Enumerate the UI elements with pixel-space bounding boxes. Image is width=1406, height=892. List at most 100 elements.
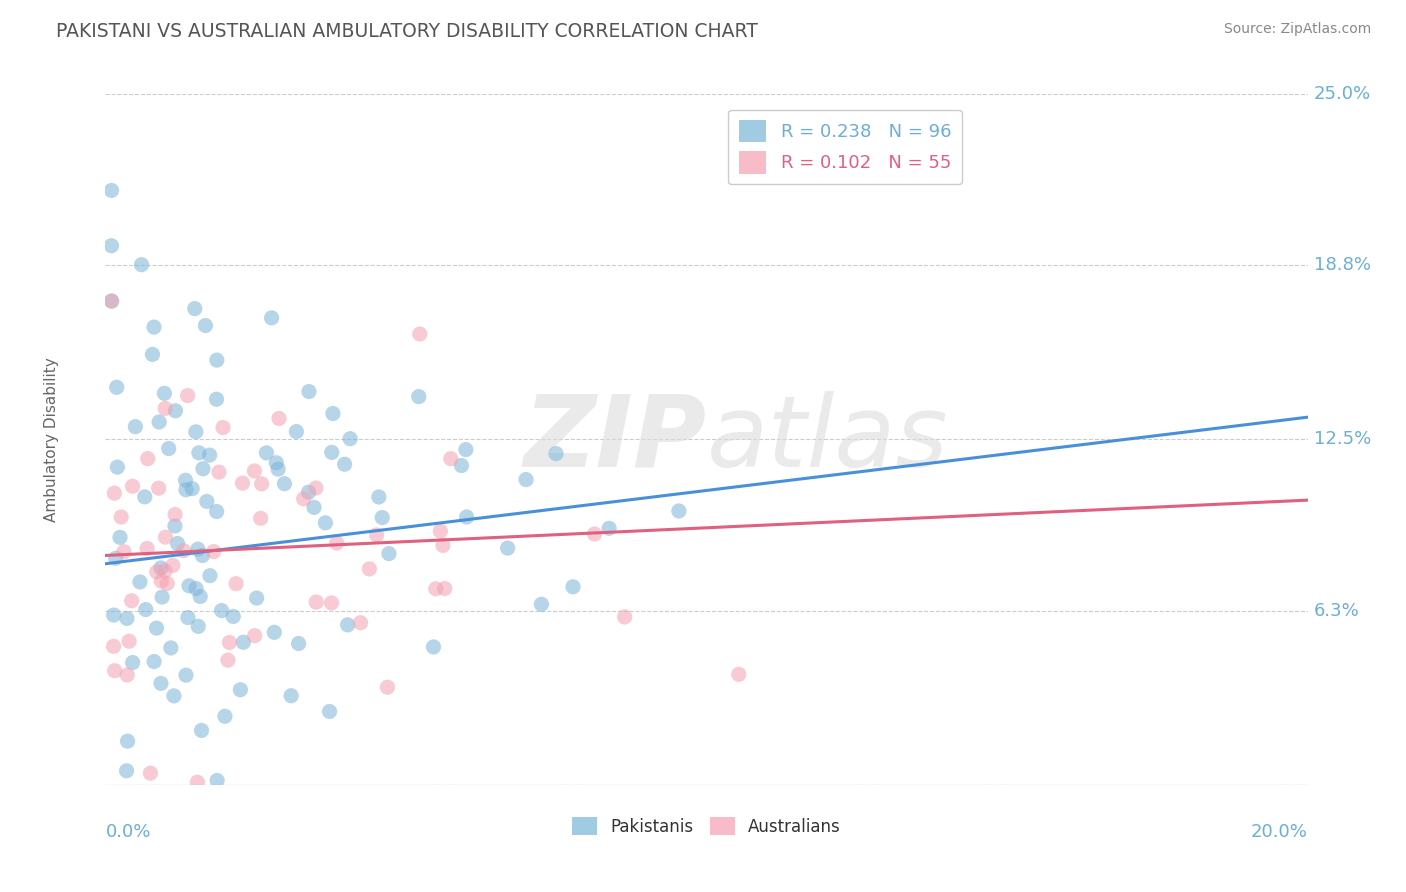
- Point: [562, 580, 585, 594]
- Point: [184, 582, 207, 596]
- Point: [232, 635, 254, 649]
- Point: [336, 618, 359, 632]
- Point: [366, 528, 388, 542]
- Point: [136, 451, 159, 466]
- Point: [205, 353, 228, 368]
- Point: [108, 530, 131, 544]
- Point: [115, 611, 138, 625]
- Text: 0.0%: 0.0%: [105, 823, 150, 841]
- Point: [267, 411, 290, 425]
- Point: [128, 574, 150, 589]
- Point: [153, 564, 176, 578]
- Point: [153, 401, 176, 416]
- Point: [273, 476, 295, 491]
- Point: [198, 568, 221, 582]
- Point: [321, 596, 343, 610]
- Point: [148, 481, 170, 495]
- Point: [103, 640, 125, 654]
- Point: [231, 476, 253, 491]
- Point: [186, 775, 208, 789]
- Point: [100, 184, 122, 198]
- Point: [163, 689, 186, 703]
- Point: [211, 604, 233, 618]
- Point: [285, 425, 308, 439]
- Point: [118, 634, 141, 648]
- Point: [181, 482, 204, 496]
- Point: [322, 407, 344, 421]
- Point: [225, 576, 247, 591]
- Text: 12.5%: 12.5%: [1313, 430, 1371, 449]
- Point: [100, 293, 122, 308]
- Point: [205, 773, 228, 788]
- Point: [117, 734, 139, 748]
- Text: ZIP: ZIP: [523, 391, 707, 488]
- Point: [287, 636, 309, 650]
- Point: [371, 510, 394, 524]
- Point: [212, 420, 235, 434]
- Point: [325, 536, 347, 550]
- Point: [249, 511, 271, 525]
- Point: [156, 576, 179, 591]
- Text: Source: ZipAtlas.com: Source: ZipAtlas.com: [1223, 22, 1371, 37]
- Point: [205, 504, 228, 518]
- Point: [166, 536, 188, 550]
- Point: [174, 668, 197, 682]
- Legend: Pakistanis, Australians: Pakistanis, Australians: [565, 811, 848, 842]
- Point: [302, 500, 325, 515]
- Point: [150, 574, 173, 588]
- Text: 25.0%: 25.0%: [1313, 85, 1371, 103]
- Point: [246, 591, 269, 605]
- Point: [377, 680, 399, 694]
- Point: [191, 461, 214, 475]
- Point: [349, 615, 371, 630]
- Point: [136, 541, 159, 556]
- Point: [110, 510, 132, 524]
- Point: [254, 446, 277, 460]
- Point: [176, 388, 198, 402]
- Point: [139, 766, 162, 780]
- Point: [165, 508, 187, 522]
- Point: [163, 519, 186, 533]
- Point: [202, 544, 225, 558]
- Point: [378, 547, 401, 561]
- Point: [149, 676, 172, 690]
- Point: [194, 318, 217, 333]
- Point: [121, 656, 143, 670]
- Point: [141, 347, 163, 361]
- Point: [115, 764, 138, 778]
- Point: [174, 473, 197, 487]
- Point: [297, 485, 319, 500]
- Point: [250, 476, 273, 491]
- Point: [598, 521, 620, 535]
- Point: [146, 565, 169, 579]
- Point: [100, 238, 122, 253]
- Point: [115, 668, 138, 682]
- Point: [121, 594, 143, 608]
- Point: [103, 608, 125, 623]
- Point: [440, 451, 463, 466]
- Point: [124, 419, 146, 434]
- Point: [321, 445, 343, 459]
- Point: [184, 425, 207, 439]
- Point: [187, 619, 209, 633]
- Point: [432, 538, 454, 552]
- Point: [298, 384, 321, 399]
- Point: [187, 542, 209, 557]
- Point: [173, 543, 195, 558]
- Point: [112, 545, 135, 559]
- Point: [191, 549, 214, 563]
- Point: [305, 481, 328, 495]
- Point: [145, 621, 167, 635]
- Point: [496, 541, 519, 555]
- Point: [160, 640, 183, 655]
- Point: [105, 380, 128, 394]
- Point: [433, 582, 456, 596]
- Point: [150, 590, 173, 604]
- Point: [190, 723, 212, 738]
- Point: [314, 516, 336, 530]
- Point: [515, 473, 537, 487]
- Point: [367, 490, 389, 504]
- Point: [456, 510, 478, 524]
- Text: atlas: atlas: [707, 391, 948, 488]
- Point: [544, 447, 567, 461]
